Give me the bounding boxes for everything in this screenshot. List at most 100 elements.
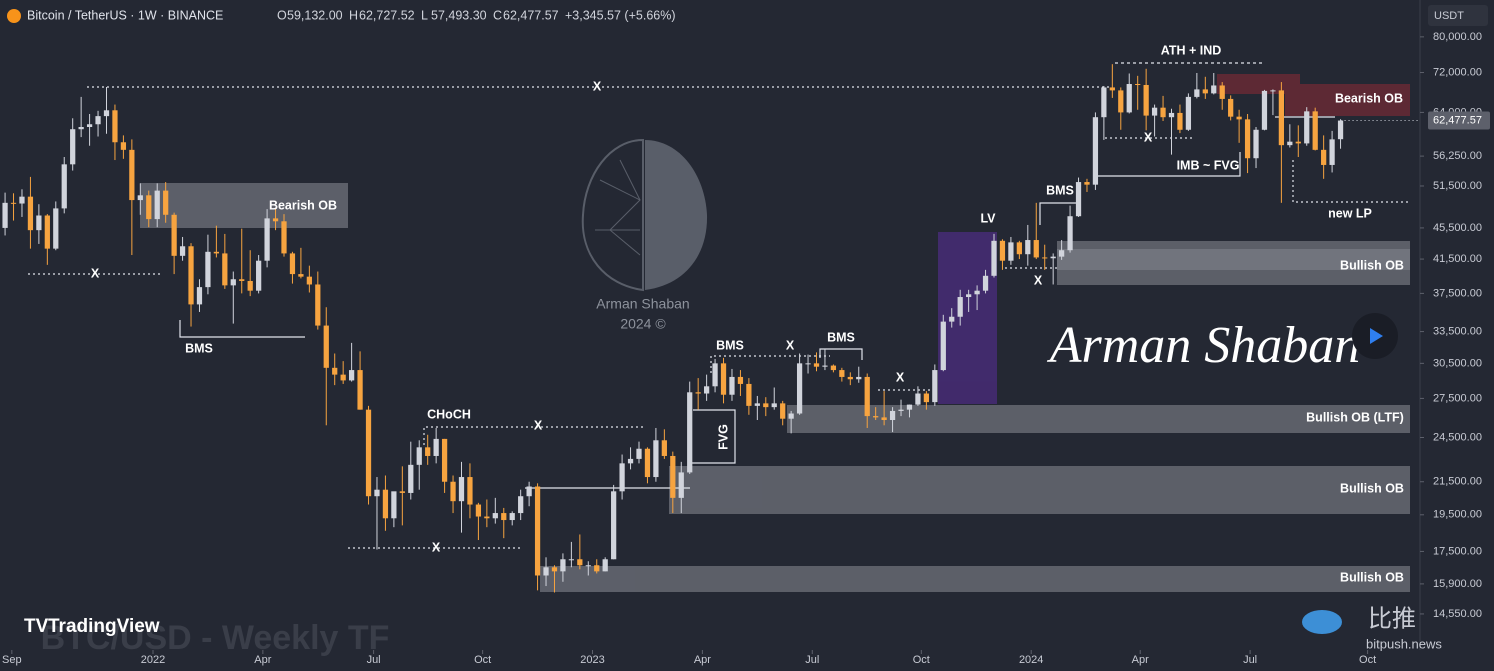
currency-box[interactable] xyxy=(1428,5,1488,26)
candle-body xyxy=(788,413,794,419)
x-tick-label: Oct xyxy=(1359,654,1376,666)
candle-body xyxy=(661,440,667,456)
annotation: X xyxy=(786,338,795,352)
x-tick-label: 2023 xyxy=(580,654,604,666)
candle-body xyxy=(1135,84,1141,86)
annotation: Bearish OB xyxy=(269,198,337,212)
candle-body xyxy=(61,164,67,209)
ohlc-legend: O 59,132.00 H 62,727.52 L 57,493.30 C 62,477.57 xyxy=(277,8,559,22)
candle-body xyxy=(1287,141,1293,146)
candle-body xyxy=(298,274,304,277)
candle-body xyxy=(966,294,972,298)
candle-body xyxy=(805,363,811,365)
candle-body xyxy=(822,365,828,367)
candle-body xyxy=(847,376,853,380)
candle-body xyxy=(780,403,786,419)
candle-body xyxy=(425,447,431,456)
legend-key: C xyxy=(493,8,502,22)
candle-body xyxy=(315,284,321,326)
annotation: X xyxy=(1144,130,1153,144)
candle-body xyxy=(1278,90,1285,146)
candle-body xyxy=(36,215,42,231)
chart-title: Bitcoin / TetherUS · 1W · BINANCE xyxy=(27,8,223,22)
candle-body xyxy=(179,246,186,256)
y-tick-label: 41,500.00 xyxy=(1433,253,1482,265)
annotation: Bullish OB xyxy=(1340,258,1404,272)
y-tick-label: 56,250.00 xyxy=(1433,150,1482,162)
annotation: Bearish OB xyxy=(1335,91,1403,105)
candle-body xyxy=(813,363,820,367)
candle-body xyxy=(889,410,896,421)
candle-body xyxy=(256,260,262,291)
candle-body xyxy=(712,363,718,387)
candle-body xyxy=(44,215,50,249)
candle-body xyxy=(408,464,414,493)
candle-body xyxy=(70,129,76,165)
y-tick-label: 72,000.00 xyxy=(1433,66,1482,78)
candle-body xyxy=(264,218,270,261)
logo-half xyxy=(581,138,644,292)
candle-body xyxy=(467,477,473,505)
watermark-year: 2024 © xyxy=(620,316,666,332)
candle-body xyxy=(1185,96,1192,130)
candle-body xyxy=(1151,107,1158,116)
last-price-label: 62,477.57 xyxy=(1433,114,1482,126)
candle-body xyxy=(1219,85,1225,99)
candle-body xyxy=(332,367,338,375)
candle-body xyxy=(1236,116,1242,120)
candle-body xyxy=(171,214,177,256)
x-tick-label: Apr xyxy=(254,654,271,666)
y-tick-label: 51,500.00 xyxy=(1433,180,1482,192)
candle-body xyxy=(602,559,608,572)
candle-body xyxy=(932,370,938,403)
candle-body xyxy=(974,290,980,295)
legend-value: 62,727.52 xyxy=(359,8,415,22)
x-tick-label: Apr xyxy=(1132,654,1149,666)
candle-body xyxy=(746,383,752,406)
candle-body xyxy=(560,559,566,572)
candle-body xyxy=(906,404,913,410)
candle-body xyxy=(957,297,963,317)
change: +3,345.57 (+5.66%) xyxy=(565,8,676,22)
candle-body xyxy=(1244,119,1251,159)
candle-body xyxy=(484,516,490,519)
annotation: X xyxy=(432,540,441,554)
y-tick-label: 21,500.00 xyxy=(1433,476,1482,488)
x-tick-label: 2024 xyxy=(1019,654,1043,666)
level-line xyxy=(423,426,645,445)
candle-body xyxy=(78,127,84,130)
candle-body xyxy=(678,472,684,498)
x-tick-label: Sep xyxy=(2,654,22,666)
platform-logo: TradingView xyxy=(48,616,160,637)
candle-body xyxy=(1202,89,1208,94)
signature: Arman Shaban xyxy=(1047,317,1361,374)
candle-body xyxy=(729,376,735,395)
candle-body xyxy=(864,376,870,417)
chart-label: BTC/USD - Weekly TF xyxy=(41,619,390,657)
candle-body xyxy=(594,565,600,572)
legend-value: 59,132.00 xyxy=(287,8,343,22)
platform-icon: TV xyxy=(24,616,49,637)
candle-body xyxy=(95,116,101,125)
candle-body xyxy=(365,409,372,497)
candle-body xyxy=(1050,256,1056,259)
source-url: bitpush.news xyxy=(1366,636,1442,651)
candle-body xyxy=(526,486,532,497)
candle-body xyxy=(492,513,498,519)
candle-body xyxy=(644,448,651,478)
annotation: X xyxy=(91,266,100,280)
candle-body xyxy=(1126,84,1132,113)
annotation: LV xyxy=(980,211,996,225)
level-line xyxy=(710,355,830,373)
level-line xyxy=(179,320,305,338)
zone xyxy=(669,466,1410,514)
x-tick-label: 2022 xyxy=(141,654,165,666)
candle-body xyxy=(940,321,946,371)
candle-body xyxy=(1092,117,1099,185)
annotation: BMS xyxy=(185,341,213,355)
candle-body xyxy=(205,251,211,288)
candle-body xyxy=(687,392,693,473)
annotation: Bullish OB xyxy=(1340,481,1404,495)
legend-value: 62,477.57 xyxy=(503,8,559,22)
